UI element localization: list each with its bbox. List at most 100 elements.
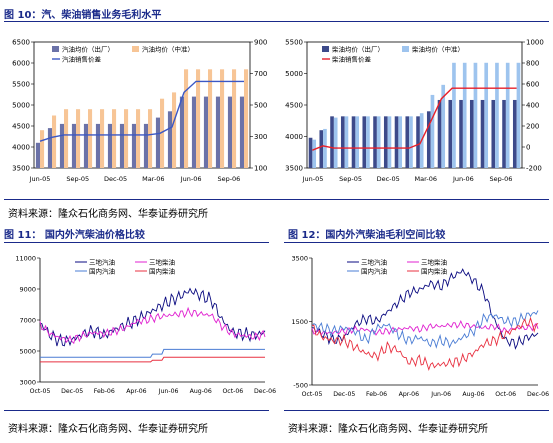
diesel-ytick-label: 5500 <box>285 39 303 47</box>
gas-bar-ex-factory <box>59 123 64 168</box>
diesel-bar-ex-factory <box>330 116 334 168</box>
gas-bar-ex-factory <box>215 96 220 168</box>
diesel-bar-ex-factory <box>437 99 442 168</box>
gas-bar-ex-factory <box>239 96 244 168</box>
diesel-bar-ex-factory <box>416 116 420 168</box>
price-series-line <box>39 306 266 345</box>
diesel-bar-ex-factory <box>459 99 463 168</box>
diesel-bar-ex-factory <box>491 99 496 168</box>
diesel-legend-swatch <box>322 46 329 52</box>
gas-bar-midstream <box>124 109 129 168</box>
gas-bar-ex-factory <box>203 96 208 168</box>
fig11-bottom-rule <box>4 410 269 411</box>
gas-xtick-label: Dec-05 <box>104 175 127 183</box>
gas-bar-midstream <box>196 69 201 168</box>
gas-xtick-label: Sep-05 <box>66 175 89 183</box>
diesel-bar-midstream <box>387 116 392 168</box>
gas-bar-ex-factory <box>119 123 124 168</box>
gas-bar-midstream <box>184 69 189 168</box>
diesel-legend-label: 柴油均价（中准） <box>412 45 464 54</box>
gas-bar-midstream <box>40 130 45 168</box>
diesel-bar-ex-factory <box>373 116 377 168</box>
gas-bar-ex-factory <box>95 123 100 168</box>
gas-bar-midstream <box>160 98 165 168</box>
price-xtick-label: Feb-06 <box>94 388 115 395</box>
gas-bar-ex-factory <box>167 111 172 168</box>
gas-ytick-label: 6500 <box>12 39 30 47</box>
diesel-y2tick-label: -200 <box>526 165 542 173</box>
price-ytick-label: 7000 <box>19 317 36 325</box>
fig12-title-rule <box>284 242 549 243</box>
gas-xtick-label: Sep-06 <box>217 175 240 183</box>
diesel-bar-midstream <box>409 116 413 168</box>
margin-series-line <box>311 316 539 372</box>
diesel-bar-midstream <box>376 116 381 168</box>
diesel-y2tick-label: 200 <box>526 123 539 131</box>
diesel-bar-midstream <box>312 139 317 168</box>
diesel-bar-ex-factory <box>502 99 506 168</box>
gas-bar-ex-factory <box>143 123 148 168</box>
gas-bar-midstream <box>136 109 141 168</box>
diesel-ytick-label: 4500 <box>285 102 303 110</box>
diesel-bar-ex-factory <box>394 116 399 168</box>
diesel-ytick-label: 5000 <box>285 70 303 78</box>
price-xtick-label: Oct-05 <box>30 388 51 395</box>
diesel-ytick-label: 4000 <box>285 133 303 141</box>
gas-bar-midstream <box>232 69 237 168</box>
margin-xtick-label: Dec-06 <box>527 391 549 398</box>
price-ytick-label: 11000 <box>15 255 36 263</box>
margin-legend-label: 三地柴油 <box>421 258 447 267</box>
gas-bar-midstream <box>148 109 153 168</box>
gas-ytick-label: 3500 <box>12 165 30 173</box>
gas-margin-line <box>39 80 244 142</box>
diesel-bar-ex-factory <box>448 99 453 168</box>
fig10-title: 图 10：汽、柴油销售业务毛利水平 <box>4 10 162 21</box>
fig12-source: 资料来源：隆众石化商务网、华泰证券研究所 <box>288 424 488 435</box>
gas-y2tick-label: 300 <box>254 133 267 141</box>
diesel-xtick-label: Mar-06 <box>415 175 437 183</box>
price-legend-label: 国内汽油 <box>89 267 115 276</box>
diesel-xtick-label: Dec-05 <box>377 175 400 183</box>
gas-bar-midstream <box>88 109 93 168</box>
diesel-bar-ex-factory <box>362 116 367 168</box>
diesel-bar-midstream <box>323 128 327 168</box>
price-legend-label: 三地柴油 <box>149 258 175 267</box>
diesel-bar-midstream <box>333 117 338 168</box>
margin-ytick-label: 1500 <box>291 318 308 326</box>
diesel-y2tick-label: 400 <box>526 102 539 110</box>
price-ytick-label: 9000 <box>19 286 36 294</box>
diesel-y2tick-label: 0 <box>526 144 530 152</box>
gas-bar-midstream <box>220 69 225 168</box>
gas-bar-ex-factory <box>107 123 112 168</box>
margin-legend-label: 国内汽油 <box>361 267 387 276</box>
gas-bar-midstream <box>172 92 177 168</box>
diesel-ytick-label: 3500 <box>285 165 303 173</box>
price-series-line <box>40 356 265 363</box>
gas-ytick-label: 4500 <box>12 123 30 131</box>
gas-bar-midstream <box>208 69 213 168</box>
price-xtick-label: Aug-06 <box>190 388 212 395</box>
gas-bar-midstream <box>76 109 81 168</box>
margin-xtick-label: Oct-05 <box>302 391 323 398</box>
fig12-bottom-rule <box>284 410 549 411</box>
gas-ytick-label: 4000 <box>12 144 30 152</box>
gas-bar-ex-factory <box>35 142 40 168</box>
price-xtick-label: Dec-06 <box>254 388 276 395</box>
diesel-xtick-label: Sep-05 <box>339 175 362 183</box>
gas-y2tick-label: 100 <box>254 165 267 173</box>
fig10-charts: 3500400045005000550060006500100300500700… <box>12 39 544 184</box>
diesel-bar-midstream <box>452 62 456 168</box>
fig10-bottom-rule <box>4 199 549 200</box>
margin-xtick-label: Oct-06 <box>495 391 516 398</box>
gas-bar-ex-factory <box>131 123 136 168</box>
diesel-bar-ex-factory <box>319 130 324 168</box>
diesel-bar-ex-factory <box>383 116 388 168</box>
diesel-bar-midstream <box>366 116 370 168</box>
diesel-bar-ex-factory <box>480 99 485 168</box>
diesel-bar-ex-factory <box>405 116 410 168</box>
margin-xtick-label: Feb-06 <box>366 391 387 398</box>
gas-legend-swatch <box>52 46 59 52</box>
diesel-bar-midstream <box>355 116 360 168</box>
price-xtick-label: Oct-06 <box>222 388 243 395</box>
diesel-bar-midstream <box>462 62 467 168</box>
